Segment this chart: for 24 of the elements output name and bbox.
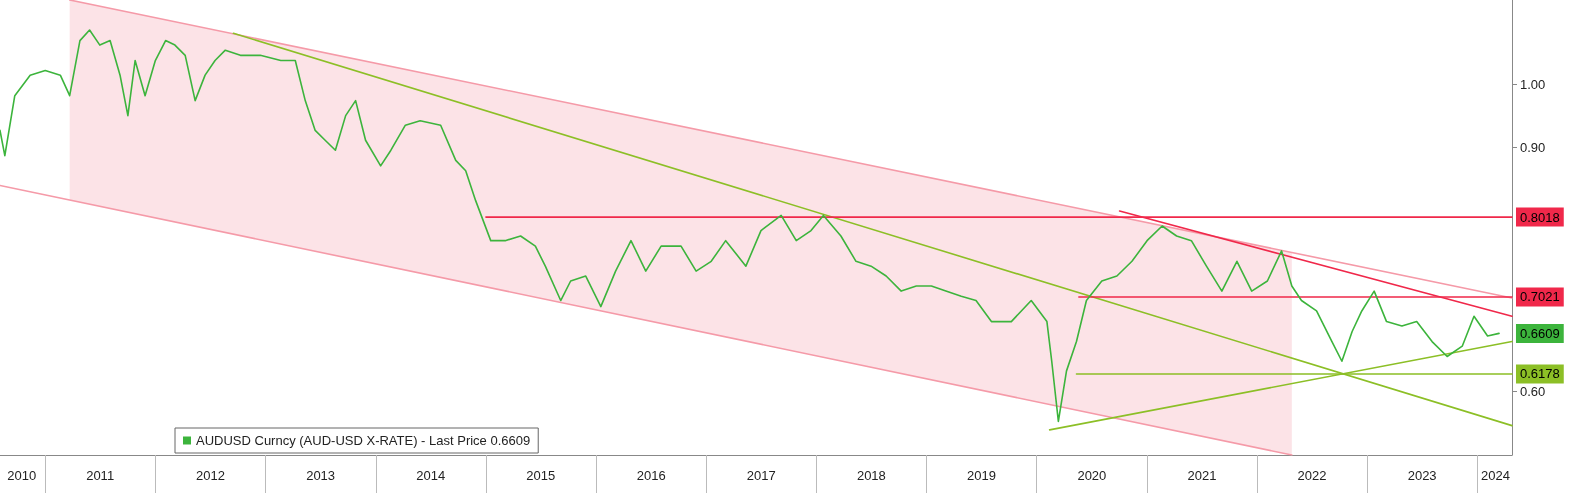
x-tick-label: 2015 bbox=[526, 468, 556, 483]
x-tick-label: 2017 bbox=[746, 468, 776, 483]
data-label: 0.6609 bbox=[1519, 325, 1560, 341]
line-series bbox=[0, 29, 1500, 423]
x-tick-label: 2023 bbox=[1407, 468, 1437, 483]
x-tick-label: 2022 bbox=[1297, 468, 1327, 483]
x-tick-label: 2011 bbox=[86, 468, 115, 483]
legend-label: AUDUSD Curncy (AUD-USD X-RATE) - Last Price 0.6609 bbox=[196, 433, 531, 448]
x-tick-label: 2012 bbox=[196, 468, 225, 483]
x-tick-label: 2021 bbox=[1187, 468, 1217, 483]
data-label: 0.8018 bbox=[1520, 209, 1560, 225]
y-tick-label: 0.60 bbox=[1520, 384, 1546, 400]
x-tick-label: 2014 bbox=[416, 468, 446, 483]
y-tick-label: 1.00 bbox=[1520, 76, 1546, 92]
x-tick-label: 2024 bbox=[1480, 468, 1510, 483]
x-tick-label: 2010 bbox=[7, 468, 37, 483]
data-label: 0.7021 bbox=[1520, 289, 1560, 305]
x-tick-label: 2013 bbox=[306, 468, 336, 483]
y-tick-label: 0.90 bbox=[1520, 140, 1546, 156]
x-tick-label: 2018 bbox=[856, 468, 886, 483]
x-tick-label: 2020 bbox=[1077, 468, 1107, 483]
data-label: 0.6178 bbox=[1520, 366, 1560, 382]
x-tick-label: 2016 bbox=[636, 468, 666, 483]
x-tick-label: 2019 bbox=[967, 468, 996, 483]
